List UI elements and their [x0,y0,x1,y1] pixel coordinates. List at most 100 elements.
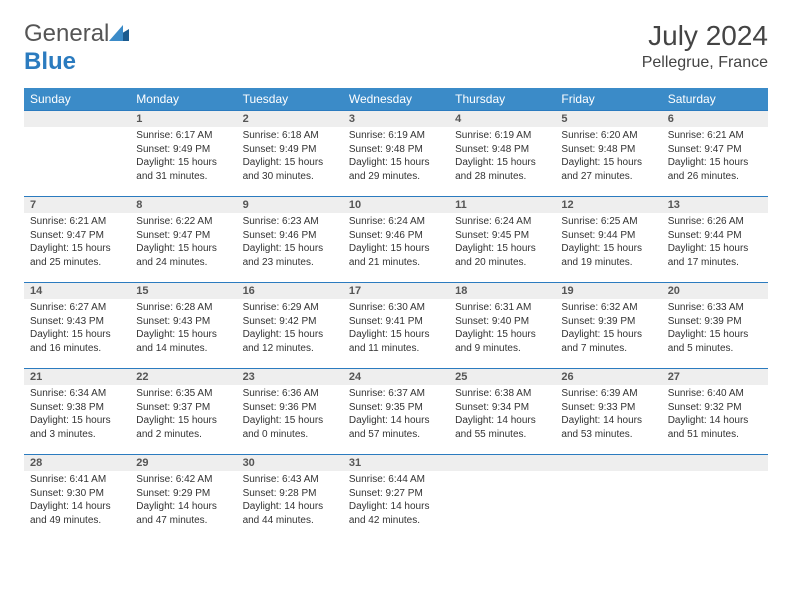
day-number-empty [662,455,768,471]
calendar-cell: 1Sunrise: 6:17 AMSunset: 9:49 PMDaylight… [130,111,236,197]
day-details: Sunrise: 6:39 AMSunset: 9:33 PMDaylight:… [555,385,661,445]
calendar-cell: 4Sunrise: 6:19 AMSunset: 9:48 PMDaylight… [449,111,555,197]
calendar-row: 14Sunrise: 6:27 AMSunset: 9:43 PMDayligh… [24,283,768,369]
day-number: 23 [237,369,343,385]
day-details: Sunrise: 6:35 AMSunset: 9:37 PMDaylight:… [130,385,236,445]
day-details: Sunrise: 6:21 AMSunset: 9:47 PMDaylight:… [662,127,768,187]
day-details: Sunrise: 6:27 AMSunset: 9:43 PMDaylight:… [24,299,130,359]
calendar-cell [449,455,555,541]
day-number: 17 [343,283,449,299]
day-number: 13 [662,197,768,213]
day-details: Sunrise: 6:31 AMSunset: 9:40 PMDaylight:… [449,299,555,359]
day-number: 27 [662,369,768,385]
calendar-table: Sunday Monday Tuesday Wednesday Thursday… [24,88,768,541]
calendar-cell [555,455,661,541]
weekday-header: Saturday [662,88,768,111]
calendar-cell: 2Sunrise: 6:18 AMSunset: 9:49 PMDaylight… [237,111,343,197]
day-details: Sunrise: 6:34 AMSunset: 9:38 PMDaylight:… [24,385,130,445]
calendar-cell: 12Sunrise: 6:25 AMSunset: 9:44 PMDayligh… [555,197,661,283]
calendar-cell: 14Sunrise: 6:27 AMSunset: 9:43 PMDayligh… [24,283,130,369]
day-details: Sunrise: 6:23 AMSunset: 9:46 PMDaylight:… [237,213,343,273]
day-details: Sunrise: 6:38 AMSunset: 9:34 PMDaylight:… [449,385,555,445]
day-number: 19 [555,283,661,299]
weekday-header: Friday [555,88,661,111]
day-details: Sunrise: 6:41 AMSunset: 9:30 PMDaylight:… [24,471,130,531]
day-number: 5 [555,111,661,127]
day-number: 15 [130,283,236,299]
weekday-header: Thursday [449,88,555,111]
day-number: 6 [662,111,768,127]
calendar-cell: 7Sunrise: 6:21 AMSunset: 9:47 PMDaylight… [24,197,130,283]
weekday-header: Sunday [24,88,130,111]
day-number: 31 [343,455,449,471]
day-number: 11 [449,197,555,213]
day-number: 21 [24,369,130,385]
day-number-empty [555,455,661,471]
day-number: 7 [24,197,130,213]
day-number: 4 [449,111,555,127]
calendar-row: 1Sunrise: 6:17 AMSunset: 9:49 PMDaylight… [24,111,768,197]
calendar-cell: 21Sunrise: 6:34 AMSunset: 9:38 PMDayligh… [24,369,130,455]
day-number: 28 [24,455,130,471]
day-number: 26 [555,369,661,385]
day-number: 25 [449,369,555,385]
day-details: Sunrise: 6:44 AMSunset: 9:27 PMDaylight:… [343,471,449,531]
calendar-cell: 31Sunrise: 6:44 AMSunset: 9:27 PMDayligh… [343,455,449,541]
day-details: Sunrise: 6:32 AMSunset: 9:39 PMDaylight:… [555,299,661,359]
calendar-cell: 13Sunrise: 6:26 AMSunset: 9:44 PMDayligh… [662,197,768,283]
weekday-header: Monday [130,88,236,111]
day-number: 3 [343,111,449,127]
calendar-cell: 10Sunrise: 6:24 AMSunset: 9:46 PMDayligh… [343,197,449,283]
logo-triangle-icon [109,20,129,47]
weekday-header-row: Sunday Monday Tuesday Wednesday Thursday… [24,88,768,111]
calendar-cell: 17Sunrise: 6:30 AMSunset: 9:41 PMDayligh… [343,283,449,369]
calendar-cell: 22Sunrise: 6:35 AMSunset: 9:37 PMDayligh… [130,369,236,455]
day-details: Sunrise: 6:37 AMSunset: 9:35 PMDaylight:… [343,385,449,445]
calendar-cell [24,111,130,197]
calendar-cell: 9Sunrise: 6:23 AMSunset: 9:46 PMDaylight… [237,197,343,283]
day-number: 30 [237,455,343,471]
calendar-cell: 6Sunrise: 6:21 AMSunset: 9:47 PMDaylight… [662,111,768,197]
day-number: 24 [343,369,449,385]
day-details: Sunrise: 6:30 AMSunset: 9:41 PMDaylight:… [343,299,449,359]
location-subtitle: Pellegrue, France [642,54,768,72]
calendar-cell: 18Sunrise: 6:31 AMSunset: 9:40 PMDayligh… [449,283,555,369]
day-details: Sunrise: 6:21 AMSunset: 9:47 PMDaylight:… [24,213,130,273]
day-details: Sunrise: 6:17 AMSunset: 9:49 PMDaylight:… [130,127,236,187]
day-details: Sunrise: 6:28 AMSunset: 9:43 PMDaylight:… [130,299,236,359]
calendar-cell: 25Sunrise: 6:38 AMSunset: 9:34 PMDayligh… [449,369,555,455]
day-details: Sunrise: 6:26 AMSunset: 9:44 PMDaylight:… [662,213,768,273]
day-details: Sunrise: 6:22 AMSunset: 9:47 PMDaylight:… [130,213,236,273]
day-number-empty [449,455,555,471]
day-number: 22 [130,369,236,385]
calendar-cell: 20Sunrise: 6:33 AMSunset: 9:39 PMDayligh… [662,283,768,369]
day-details: Sunrise: 6:24 AMSunset: 9:46 PMDaylight:… [343,213,449,273]
calendar-cell: 8Sunrise: 6:22 AMSunset: 9:47 PMDaylight… [130,197,236,283]
page-header: General Blue July 2024 Pellegrue, France [24,20,768,76]
calendar-cell: 19Sunrise: 6:32 AMSunset: 9:39 PMDayligh… [555,283,661,369]
day-number: 9 [237,197,343,213]
day-number: 8 [130,197,236,213]
day-number: 1 [130,111,236,127]
day-details: Sunrise: 6:29 AMSunset: 9:42 PMDaylight:… [237,299,343,359]
day-number: 14 [24,283,130,299]
day-number: 20 [662,283,768,299]
day-number: 10 [343,197,449,213]
day-details: Sunrise: 6:24 AMSunset: 9:45 PMDaylight:… [449,213,555,273]
calendar-row: 7Sunrise: 6:21 AMSunset: 9:47 PMDaylight… [24,197,768,283]
calendar-cell: 16Sunrise: 6:29 AMSunset: 9:42 PMDayligh… [237,283,343,369]
calendar-cell [662,455,768,541]
calendar-cell: 30Sunrise: 6:43 AMSunset: 9:28 PMDayligh… [237,455,343,541]
day-details: Sunrise: 6:18 AMSunset: 9:49 PMDaylight:… [237,127,343,187]
day-number: 29 [130,455,236,471]
calendar-cell: 27Sunrise: 6:40 AMSunset: 9:32 PMDayligh… [662,369,768,455]
calendar-cell: 3Sunrise: 6:19 AMSunset: 9:48 PMDaylight… [343,111,449,197]
day-number: 2 [237,111,343,127]
weekday-header: Wednesday [343,88,449,111]
day-details: Sunrise: 6:25 AMSunset: 9:44 PMDaylight:… [555,213,661,273]
day-details: Sunrise: 6:40 AMSunset: 9:32 PMDaylight:… [662,385,768,445]
day-number-empty [24,111,130,127]
calendar-cell: 5Sunrise: 6:20 AMSunset: 9:48 PMDaylight… [555,111,661,197]
calendar-row: 28Sunrise: 6:41 AMSunset: 9:30 PMDayligh… [24,455,768,541]
logo-text-blue: Blue [24,48,76,75]
